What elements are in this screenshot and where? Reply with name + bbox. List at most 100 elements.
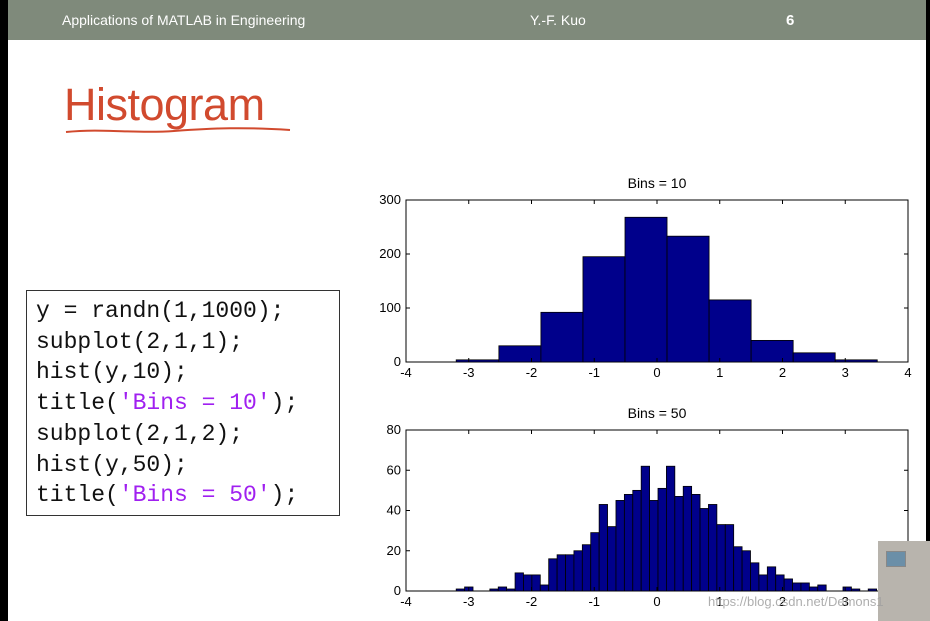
x-tick-label: 0 xyxy=(653,365,660,380)
code-text: ); xyxy=(270,390,299,417)
page-number: 6 xyxy=(786,12,795,29)
y-tick-label: 20 xyxy=(387,543,401,558)
code-text: subplot(2,1,2); xyxy=(36,420,244,447)
watermark: https://blog.csdn.net/Demons1 xyxy=(708,594,884,609)
histogram-bar xyxy=(817,584,827,592)
histogram-bar xyxy=(640,465,650,592)
histogram-bar xyxy=(514,572,524,592)
histogram-bar xyxy=(666,465,676,592)
histogram-bar xyxy=(657,487,667,592)
histogram-bar xyxy=(506,588,516,592)
histogram-bar xyxy=(750,562,760,592)
handwritten-underline xyxy=(65,127,291,133)
code-text: hist(y,10); xyxy=(36,359,188,386)
y-tick-label: 300 xyxy=(379,192,401,207)
code-text: y = randn(1,1000); xyxy=(36,298,285,324)
code-string: 'Bins = 10' xyxy=(118,390,271,417)
code-text: ); xyxy=(270,482,299,509)
histogram-bar xyxy=(581,544,592,592)
histogram-bar xyxy=(455,588,466,592)
code-line: hist(y,50); xyxy=(36,450,339,481)
author-name: Y.-F. Kuo xyxy=(530,12,586,28)
code-box: y = randn(1,1000); subplot(2,1,1); hist(y,… xyxy=(26,290,340,516)
histogram-bar xyxy=(649,500,659,592)
histogram-bar xyxy=(540,311,584,363)
histogram-bar xyxy=(556,554,566,592)
code-text: subplot(2,1,1); xyxy=(36,328,244,355)
course-title: Applications of MATLAB in Engineering xyxy=(62,12,306,28)
code-line: hist(y,10); xyxy=(36,357,339,388)
histogram-bar xyxy=(548,558,558,592)
webcam-overlay xyxy=(878,541,930,621)
code-line: title('Bins = 10'); xyxy=(36,388,339,419)
y-tick-label: 40 xyxy=(387,503,401,518)
y-tick-label: 60 xyxy=(387,462,401,477)
histogram-bar xyxy=(867,588,878,592)
code-line: y = randn(1,1000); xyxy=(36,296,339,327)
histogram-bar xyxy=(615,500,625,592)
webcam-thumbnail xyxy=(886,551,906,567)
x-tick-label: -2 xyxy=(526,365,538,380)
histogram-bar xyxy=(691,493,701,592)
histogram-bar xyxy=(607,526,617,592)
y-tick-label: 0 xyxy=(394,354,401,369)
chart-title: Bins = 10 xyxy=(628,175,687,191)
histogram-bar xyxy=(590,532,600,592)
x-tick-label: -1 xyxy=(588,365,600,380)
histogram-bar xyxy=(808,586,819,592)
histogram-bar xyxy=(624,216,668,363)
x-tick-label: 1 xyxy=(716,594,723,609)
histogram-bar xyxy=(758,574,768,592)
histogram-bar xyxy=(766,566,777,592)
histogram-bar xyxy=(674,496,684,592)
histogram-bar xyxy=(800,582,810,592)
histogram-bar xyxy=(741,550,751,592)
histogram-bar xyxy=(497,586,508,592)
y-tick-label: 0 xyxy=(394,583,401,598)
code-line: subplot(2,1,1); xyxy=(36,327,339,358)
histogram-bar xyxy=(632,489,642,592)
histogram-bar xyxy=(708,504,718,592)
histogram-bar xyxy=(489,588,499,592)
histogram-bar xyxy=(750,339,794,363)
histogram-bar xyxy=(531,574,541,592)
histogram-bar xyxy=(716,524,726,592)
code-line: title('Bins = 50'); xyxy=(36,480,339,511)
histogram-bar xyxy=(850,588,861,592)
x-tick-label: -4 xyxy=(400,365,412,380)
histogram-bar xyxy=(792,582,802,592)
code-text: title( xyxy=(36,390,119,417)
x-tick-label: 2 xyxy=(779,594,786,609)
x-tick-label: -2 xyxy=(526,594,538,609)
x-tick-label: 1 xyxy=(716,365,723,380)
code-lines: y = randn(1,1000); subplot(2,1,1); hist(y,… xyxy=(36,296,339,511)
x-tick-label: -3 xyxy=(463,365,475,380)
slide-header: Applications of MATLAB in Engineering Y.… xyxy=(8,0,926,40)
histogram-bar xyxy=(582,256,626,363)
histogram-bar xyxy=(623,493,634,592)
code-text: hist(y,50); xyxy=(36,451,188,478)
histogram-bar xyxy=(682,485,693,592)
x-tick-label: -3 xyxy=(463,594,475,609)
histogram-bar xyxy=(708,299,752,363)
histogram-bar xyxy=(724,524,735,592)
histogram-bar xyxy=(455,359,500,363)
histogram-bar xyxy=(573,550,583,592)
x-tick-label: -1 xyxy=(588,594,600,609)
y-tick-label: 80 xyxy=(387,422,401,437)
x-tick-label: -4 xyxy=(400,594,412,609)
slide-title: Histogram xyxy=(64,79,265,130)
code-line: subplot(2,1,2); xyxy=(36,419,339,450)
code-text: title( xyxy=(36,482,119,509)
y-tick-label: 200 xyxy=(379,246,401,261)
histogram-bar xyxy=(523,574,533,592)
histogram-bar xyxy=(539,584,550,592)
x-tick-label: 4 xyxy=(904,365,911,380)
histogram-bar xyxy=(498,345,542,363)
histogram-bar xyxy=(783,578,793,592)
histogram-bar xyxy=(565,554,575,592)
histogram-bar xyxy=(666,235,710,363)
histogram-bar xyxy=(792,352,836,363)
histogram-bar xyxy=(733,546,743,592)
y-tick-label: 100 xyxy=(379,300,401,315)
